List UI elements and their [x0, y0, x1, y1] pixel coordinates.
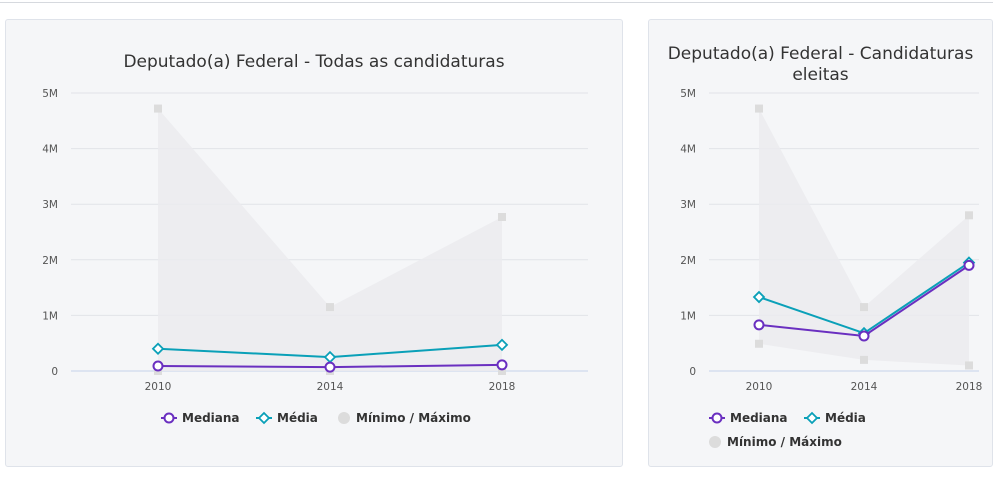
chart-svg: 0 1M 2M 3M 4M 5M 2010 2014 2018 Mediana Média Mínim…: [680, 88, 983, 449]
top-divider: [0, 2, 993, 3]
range-max-marker: [755, 104, 763, 113]
legend-circle-icon: [163, 412, 175, 424]
x-tick-label: 2014: [317, 381, 344, 393]
legend-item-range[interactable]: Mínimo / Máximo: [338, 411, 471, 425]
mediana-point: [152, 360, 164, 372]
y-tick-label: 0: [689, 366, 696, 378]
y-tick-label: 3M: [680, 199, 696, 211]
legend-label: Média: [825, 411, 866, 425]
legend-label: Mediana: [730, 411, 788, 425]
range-min-marker: [965, 361, 973, 370]
chart-card-todas: Deputado(a) Federal - Todas as candidatu…: [5, 19, 623, 467]
media-point: [495, 338, 509, 352]
legend-item-mediana[interactable]: Mediana: [161, 411, 240, 425]
y-tick-label: 2M: [42, 255, 58, 267]
y-tick-label: 1M: [42, 310, 58, 322]
mediana-point: [858, 330, 870, 342]
range-min-marker: [860, 355, 868, 364]
chart-svg: 0 1M 2M 3M 4M 5M 2010 2014 2018 Mediana Média Mínim…: [42, 88, 588, 425]
legend-label: Média: [277, 411, 318, 425]
chart-card-eleitas: Deputado(a) Federal - Candidaturas eleit…: [648, 19, 993, 467]
y-tick-label: 4M: [42, 144, 58, 156]
legend-item-mediana[interactable]: Mediana: [709, 411, 788, 425]
y-tick-label: 5M: [680, 88, 696, 100]
mediana-point: [963, 259, 975, 271]
range-max-marker: [965, 211, 973, 220]
y-tick-label: 0: [51, 366, 58, 378]
x-tick-label: 2010: [746, 381, 773, 393]
y-tick-label: 3M: [42, 199, 58, 211]
legend-item-media[interactable]: Média: [804, 411, 866, 425]
legend-diamond-icon: [257, 411, 271, 425]
x-tick-label: 2018: [489, 381, 516, 393]
legend-diamond-icon: [805, 411, 819, 425]
x-tick-label: 2018: [956, 381, 983, 393]
y-tick-label: 4M: [680, 144, 696, 156]
mediana-point: [496, 359, 508, 371]
range-area: [759, 108, 969, 366]
legend-item-range[interactable]: Mínimo / Máximo: [709, 435, 842, 449]
range-min-marker: [755, 339, 763, 348]
legend-label: Mediana: [182, 411, 240, 425]
range-max-marker: [498, 212, 506, 221]
legend-item-media[interactable]: Média: [256, 411, 318, 425]
mediana-point: [753, 319, 765, 331]
legend-label: Mínimo / Máximo: [356, 411, 471, 425]
y-tick-label: 5M: [42, 88, 58, 100]
mediana-point: [324, 361, 336, 373]
chart-title: Deputado(a) Federal - Candidaturas eleit…: [667, 44, 974, 85]
x-tick-label: 2014: [851, 381, 878, 393]
y-tick-label: 2M: [680, 255, 696, 267]
legend-label: Mínimo / Máximo: [727, 435, 842, 449]
x-tick-label: 2010: [145, 381, 172, 393]
range-area: [158, 108, 502, 372]
range-max-marker: [154, 104, 162, 113]
range-min-marker: [498, 367, 506, 375]
legend-dot-icon: [709, 436, 721, 448]
range-max-marker: [326, 303, 334, 312]
legend-circle-icon: [711, 412, 723, 424]
legend-dot-icon: [338, 412, 350, 424]
range-max-marker: [860, 303, 868, 312]
chart-title: Deputado(a) Federal - Todas as candidatu…: [123, 52, 505, 72]
media-point: [752, 290, 766, 304]
media-point: [151, 342, 165, 356]
y-tick-label: 1M: [680, 310, 696, 322]
